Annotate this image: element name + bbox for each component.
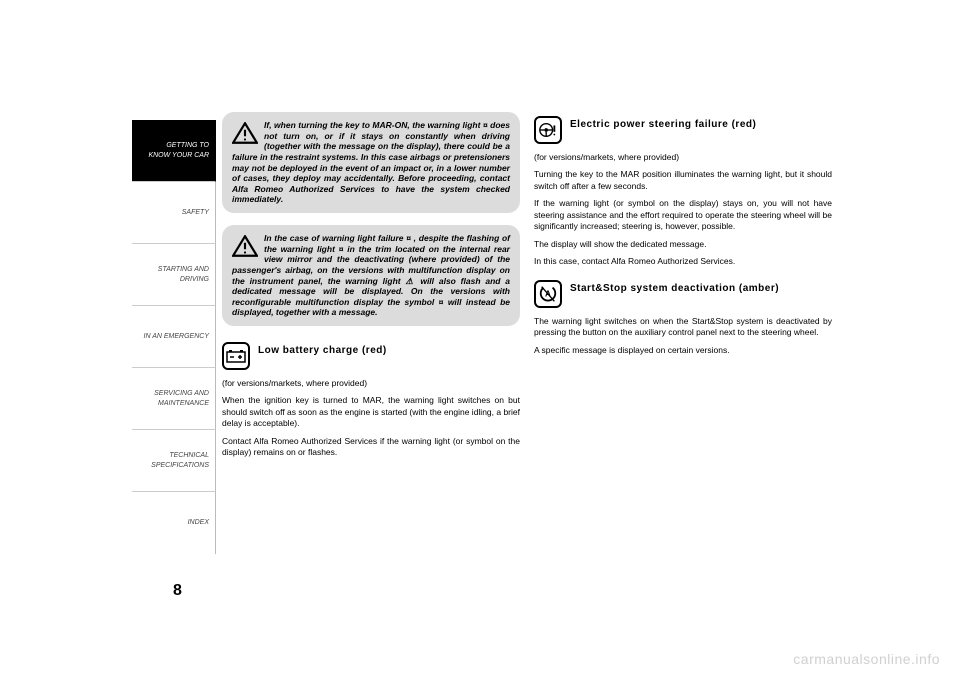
watermark: carmanualsonline.info [793, 651, 940, 667]
section-title: Low battery charge (red) [258, 342, 387, 357]
warning-triangle-icon [232, 235, 258, 257]
sidebar-tab-label: IN AN EMERGENCY [144, 332, 209, 341]
body-text: The display will show the dedicated mess… [534, 239, 832, 250]
sidebar-tab-index: INDEX [132, 492, 216, 554]
body-text: (for versions/markets, where provided) [534, 152, 832, 163]
body-text: (for versions/markets, where provided) [222, 378, 520, 389]
steering-icon [534, 116, 562, 144]
sidebar-tab-label: INDEX [188, 518, 209, 527]
body-text: A specific message is displayed on certa… [534, 345, 832, 356]
warning-box-1: If, when turning the key to MAR-ON, the … [222, 112, 520, 213]
sidebar-tab-servicing: SERVICING ANDMAINTENANCE [132, 368, 216, 430]
warning-text: In the case of warning light failure ¤ ,… [232, 233, 510, 317]
section-header-steering: Electric power steering failure (red) [534, 116, 832, 144]
battery-icon [222, 342, 250, 370]
warning-triangle-icon [232, 122, 258, 144]
section-title: Electric power steering failure (red) [570, 116, 756, 131]
sidebar-tab-label: GETTING TOKNOW YOUR CAR [148, 141, 209, 159]
sidebar-tab-technical: TECHNICALSPECIFICATIONS [132, 430, 216, 492]
sidebar-tab-label: SAFETY [182, 208, 209, 217]
sidebar-tab-getting-to-know: GETTING TOKNOW YOUR CAR [132, 120, 216, 182]
section-title: Start&Stop system deactivation (amber) [570, 280, 779, 295]
warning-box-2: In the case of warning light failure ¤ ,… [222, 225, 520, 326]
body-text: The warning light switches on when the S… [534, 316, 832, 339]
sidebar-tab-label: STARTING ANDDRIVING [158, 265, 209, 283]
sidebar-tab-label: SERVICING ANDMAINTENANCE [154, 389, 209, 407]
sidebar-tab-emergency: IN AN EMERGENCY [132, 306, 216, 368]
body-text: Contact Alfa Romeo Authorized Services i… [222, 436, 520, 459]
body-text: When the ignition key is turned to MAR, … [222, 395, 520, 429]
body-text: Turning the key to the MAR position illu… [534, 169, 832, 192]
left-column: If, when turning the key to MAR-ON, the … [222, 112, 520, 465]
body-text: In this case, contact Alfa Romeo Authori… [534, 256, 832, 267]
page-number: 8 [173, 582, 182, 600]
startstop-icon: A [534, 280, 562, 308]
section-header-battery: Low battery charge (red) [222, 342, 520, 370]
page-content: If, when turning the key to MAR-ON, the … [222, 112, 832, 465]
sidebar-tab-label: TECHNICALSPECIFICATIONS [151, 451, 209, 469]
sidebar-nav: GETTING TOKNOW YOUR CAR SAFETY STARTING … [132, 120, 216, 554]
right-column: Electric power steering failure (red) (f… [534, 112, 832, 465]
sidebar-tab-starting-driving: STARTING ANDDRIVING [132, 244, 216, 306]
warning-text: If, when turning the key to MAR-ON, the … [232, 120, 510, 204]
sidebar-tab-safety: SAFETY [132, 182, 216, 244]
section-header-startstop: A Start&Stop system deactivation (amber) [534, 280, 832, 308]
body-text: If the warning light (or symbol on the d… [534, 198, 832, 232]
